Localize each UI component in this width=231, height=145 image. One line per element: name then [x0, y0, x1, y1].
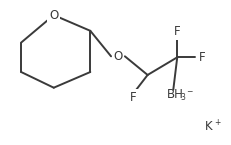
Text: K: K [205, 120, 213, 133]
Text: O: O [113, 50, 123, 63]
Text: F: F [199, 51, 205, 64]
Text: F: F [130, 91, 136, 104]
Text: F: F [174, 25, 181, 38]
Text: BH: BH [167, 88, 184, 101]
Text: 3: 3 [180, 93, 185, 102]
Text: O: O [49, 9, 58, 22]
Text: +: + [214, 118, 220, 127]
Text: −: − [186, 87, 192, 96]
